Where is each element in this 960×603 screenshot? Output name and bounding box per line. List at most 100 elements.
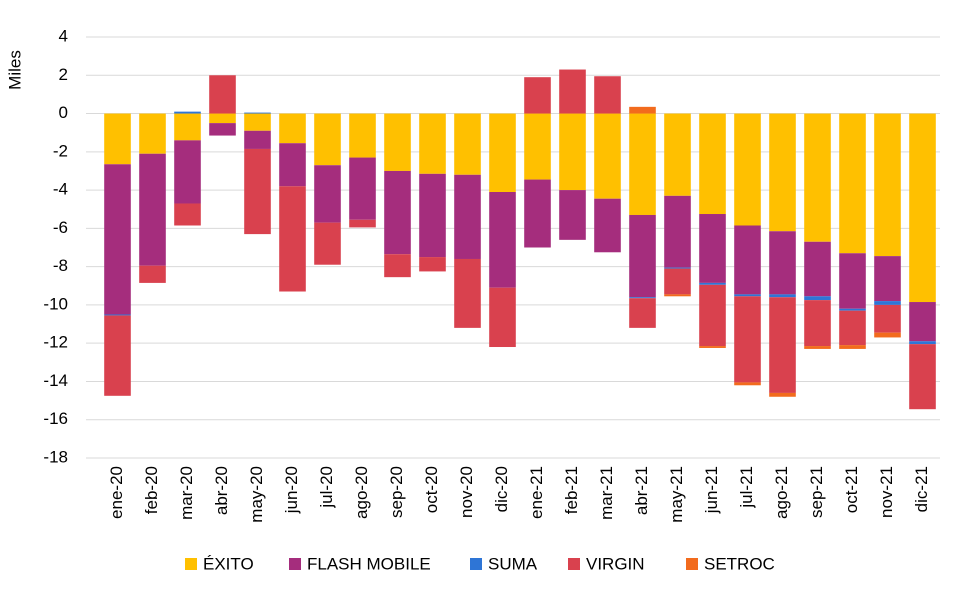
- x-tick-label: abr-20: [212, 466, 231, 515]
- bar-segment: [874, 304, 901, 333]
- bar-segment: [664, 267, 691, 269]
- bar-segment: [699, 346, 726, 348]
- legend-swatch: [289, 558, 301, 570]
- legend-label: SETROC: [704, 554, 775, 573]
- bar-segment: [874, 301, 901, 305]
- y-tick-label: -10: [43, 294, 68, 313]
- bar-segment: [629, 214, 656, 298]
- bar-segment: [419, 173, 446, 258]
- bar-segment: [314, 113, 341, 166]
- x-tick-label: ene-21: [527, 466, 546, 519]
- legend-label: FLASH MOBILE: [307, 554, 431, 573]
- bar-segment: [629, 106, 656, 114]
- y-axis-label: Miles: [5, 50, 24, 90]
- bar-segment: [559, 69, 586, 114]
- x-tick-label: ago-20: [352, 466, 371, 519]
- bar-segment: [524, 77, 551, 114]
- bar-segment: [769, 392, 796, 397]
- bar-segment: [629, 297, 656, 299]
- bar-segment: [699, 284, 726, 347]
- x-tick-label: dic-21: [912, 466, 931, 512]
- x-tick-label: nov-21: [877, 466, 896, 518]
- y-tick-label: -2: [53, 141, 68, 160]
- bar-segment: [139, 265, 166, 283]
- x-tick-label: feb-20: [142, 466, 161, 514]
- bar-segment: [489, 287, 516, 348]
- bar-segment: [594, 76, 621, 114]
- bar-segment: [839, 253, 866, 309]
- bar-segment: [279, 113, 306, 144]
- x-tick-label: jul-20: [317, 466, 336, 509]
- bar-segment: [489, 113, 516, 193]
- bar-segment: [664, 113, 691, 196]
- bar-segment: [174, 203, 201, 226]
- bar-segment: [279, 143, 306, 187]
- x-tick-label: may-21: [667, 466, 686, 523]
- y-tick-label: -18: [43, 447, 68, 466]
- bar-segment: [384, 170, 411, 255]
- bar-segment: [139, 113, 166, 154]
- bar-segment: [349, 113, 376, 158]
- y-tick-label: 4: [59, 26, 68, 45]
- bar-segment: [559, 113, 586, 191]
- x-tick-label: dic-20: [492, 466, 511, 512]
- bar-segment: [209, 75, 236, 114]
- bar-segment: [629, 113, 656, 215]
- bar-segment: [559, 190, 586, 240]
- bar-segment: [174, 140, 201, 204]
- bar-segment: [454, 258, 481, 328]
- x-tick-label: abr-21: [632, 466, 651, 515]
- bar-segment: [734, 382, 761, 386]
- legend-label: SUMA: [488, 554, 538, 573]
- bar-segment: [734, 113, 761, 226]
- bar-segment: [174, 111, 201, 114]
- bar-segment: [489, 192, 516, 288]
- legend-swatch: [568, 558, 580, 570]
- bar-segment: [909, 344, 936, 410]
- bar-segment: [244, 112, 271, 114]
- x-tick-label: ene-20: [107, 466, 126, 519]
- y-tick-label: -14: [43, 371, 68, 390]
- x-tick-label: sep-21: [807, 466, 826, 518]
- y-tick-label: -8: [53, 256, 68, 275]
- bar-segment: [839, 310, 866, 346]
- bar-segment: [769, 297, 796, 393]
- y-tick-label: -12: [43, 333, 68, 352]
- bar-segment: [104, 315, 131, 396]
- x-tick-label: feb-21: [562, 466, 581, 514]
- legend-swatch: [470, 558, 482, 570]
- bar-segment: [804, 300, 831, 347]
- bar-segment: [594, 113, 621, 199]
- bar-segment: [174, 113, 201, 141]
- bar-segment: [839, 308, 866, 311]
- bar-segment: [699, 282, 726, 285]
- x-tick-label: oct-21: [842, 466, 861, 513]
- bar-segment: [909, 113, 936, 303]
- y-tick-label: -6: [53, 218, 68, 237]
- bar-segment: [699, 214, 726, 283]
- bar-segment: [909, 341, 936, 345]
- bar-segment: [384, 113, 411, 171]
- bar-segment: [209, 123, 236, 136]
- x-tick-label: sep-20: [387, 466, 406, 518]
- bar-segment: [804, 241, 831, 297]
- y-tick-label: 2: [59, 65, 68, 84]
- bar-segment: [524, 179, 551, 248]
- bar-segment: [839, 345, 866, 349]
- bar-segment: [699, 113, 726, 215]
- x-tick-label: ago-21: [772, 466, 791, 519]
- x-tick-label: oct-20: [422, 466, 441, 513]
- bar-segment: [804, 296, 831, 301]
- bar-segment: [419, 113, 446, 174]
- bar-segment: [594, 198, 621, 253]
- bar-segment: [629, 298, 656, 328]
- bar-segment: [244, 148, 271, 235]
- y-tick-label: -16: [43, 409, 68, 428]
- bar-segment: [874, 332, 901, 338]
- x-tick-label: may-20: [247, 466, 266, 523]
- bar-segment: [909, 302, 936, 342]
- legend-label: ÉXITO: [203, 554, 254, 573]
- bar-segment: [769, 231, 796, 295]
- bar-segment: [139, 153, 166, 266]
